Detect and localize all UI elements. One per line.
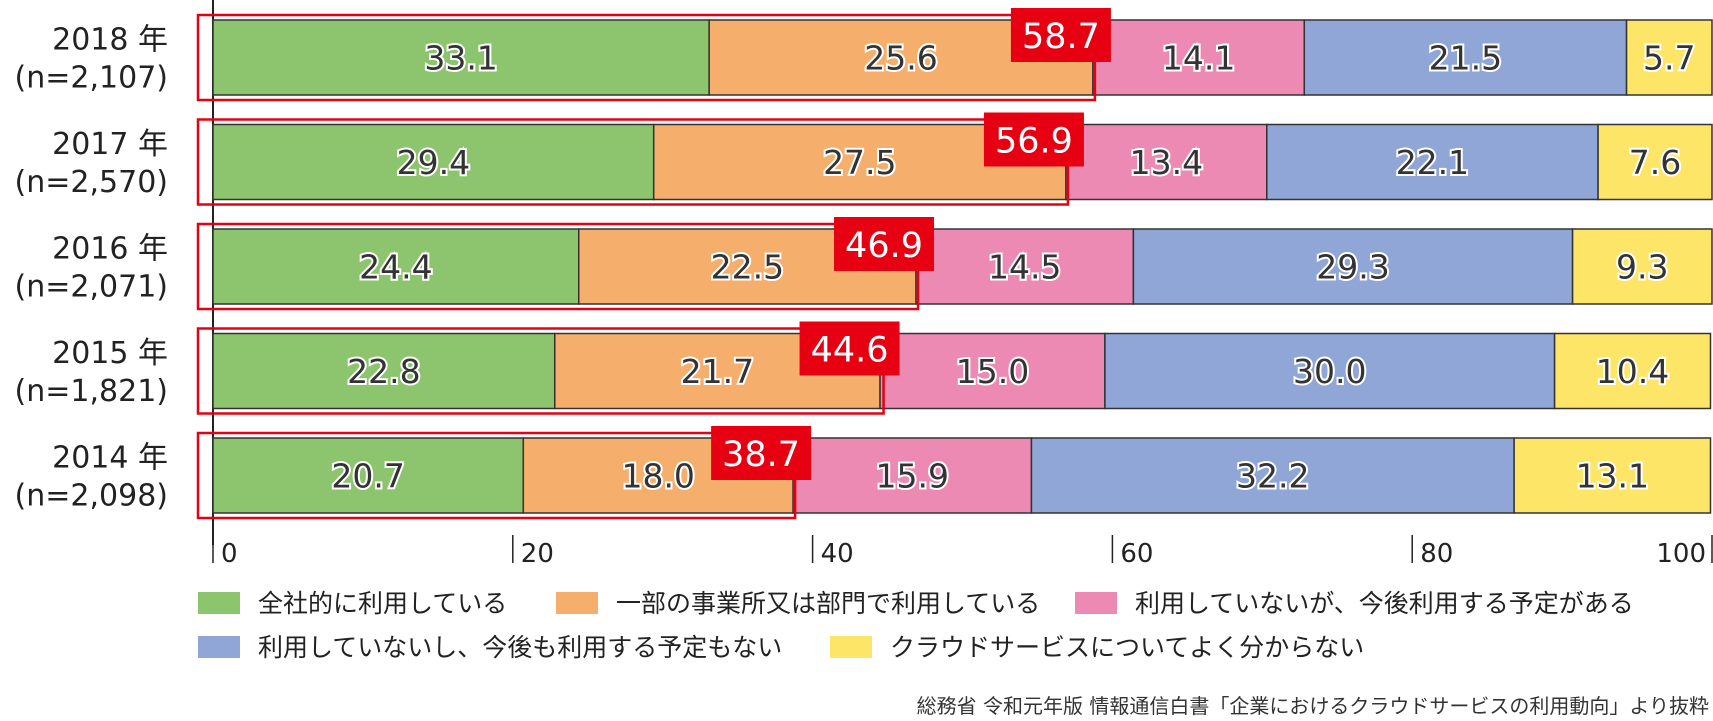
legend-swatch (830, 636, 872, 658)
data-label: 33.1 (424, 39, 497, 78)
usage-total-badge (834, 217, 935, 271)
usage-total-label: 46.9 (845, 226, 923, 266)
bar-segment (212, 228, 580, 305)
usage-total-badge (711, 426, 812, 480)
bar-segment (1104, 332, 1556, 410)
usage-total-label: 44.6 (811, 331, 889, 371)
data-label: 27.5 (823, 143, 896, 182)
data-label: 22.1 (1396, 143, 1469, 182)
data-label: 20.7 (331, 457, 404, 496)
data-label: 14.1 (1162, 39, 1235, 78)
data-label: 29.3 (1316, 248, 1389, 287)
legend-label: 利用していないし、今後も利用する予定もない (258, 633, 782, 662)
data-label: 15.9 (876, 457, 949, 496)
data-label: 30.0 (1293, 352, 1366, 391)
bar-segment (212, 437, 525, 514)
data-label: 5.7 (1643, 39, 1695, 78)
category-year-label: 2016 年 (52, 232, 168, 267)
x-tick-label: 20 (521, 539, 554, 569)
legend-swatch (198, 592, 240, 614)
data-label: 29.4 (397, 143, 470, 182)
data-label: 9.3 (1616, 248, 1668, 287)
category-year-label: 2014 年 (52, 441, 168, 476)
x-tick-label: 0 (221, 539, 238, 569)
data-label: 7.6 (1629, 143, 1681, 182)
category-n-label: (n=2,107) (15, 61, 168, 96)
bar-segment (1571, 228, 1713, 305)
category-year-label: 2017 年 (52, 127, 168, 162)
x-tick-label: 80 (1420, 539, 1453, 569)
bar-segment (1092, 19, 1306, 96)
data-label: 13.1 (1576, 457, 1649, 496)
legend-label: 一部の事業所又は部門で利用している (616, 589, 1040, 618)
category-year-label: 2018 年 (52, 23, 168, 58)
category-n-label: (n=1,821) (15, 374, 168, 409)
x-tick-label: 40 (821, 539, 854, 569)
bar-segment (1266, 123, 1599, 201)
category-year-label: 2015 年 (52, 336, 168, 371)
usage-total-badge (1010, 8, 1111, 62)
bar-segment (879, 332, 1106, 410)
bar-segment (792, 437, 1033, 514)
category-n-label: (n=2,570) (15, 165, 168, 200)
bar-segment (1597, 123, 1713, 201)
data-label: 10.4 (1596, 352, 1669, 391)
legend-swatch (198, 636, 240, 658)
legend-label: 利用していないが、今後利用する予定がある (1135, 589, 1634, 618)
legend-label: クラウドサービスについてよく分からない (890, 633, 1364, 662)
usage-total-badge (983, 112, 1084, 167)
data-label: 22.5 (711, 248, 784, 287)
usage-total-badge (799, 321, 900, 376)
bar-segment (212, 19, 710, 96)
data-label: 15.0 (956, 352, 1029, 391)
source-note: 総務省 令和元年版 情報通信白書「企業におけるクラウドサービスの利用動向」より抜… (916, 694, 1709, 718)
bar-segment (1625, 19, 1713, 96)
bar-segment (1030, 437, 1515, 514)
bar-segment (212, 332, 556, 410)
legend-label: 全社的に利用している (258, 589, 507, 618)
data-label: 25.6 (864, 39, 937, 78)
x-tick-label: 100 (1656, 539, 1706, 569)
bar-segment (1513, 437, 1712, 514)
data-label: 22.8 (347, 352, 420, 391)
data-label: 14.5 (988, 248, 1061, 287)
data-label: 18.0 (621, 457, 694, 496)
bar-segment (1132, 228, 1574, 305)
category-n-label: (n=2,071) (15, 270, 168, 305)
data-label: 21.7 (681, 352, 754, 391)
category-n-label: (n=2,098) (15, 479, 168, 514)
legend-swatch (556, 592, 598, 614)
legend-swatch (1075, 592, 1117, 614)
usage-total-label: 56.9 (995, 122, 1073, 162)
bar-segment (1553, 332, 1712, 410)
data-label: 24.4 (359, 248, 432, 287)
data-label: 21.5 (1429, 39, 1502, 78)
usage-total-label: 38.7 (722, 435, 800, 475)
x-tick-label: 60 (1120, 539, 1153, 569)
data-label: 13.4 (1130, 143, 1203, 182)
data-label: 32.2 (1236, 457, 1309, 496)
usage-total-label: 58.7 (1022, 17, 1100, 57)
